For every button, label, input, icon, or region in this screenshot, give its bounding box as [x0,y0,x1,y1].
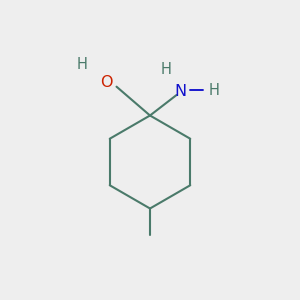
Text: N: N [174,84,186,99]
Text: H: H [77,57,88,72]
Text: O: O [100,74,112,89]
Text: H: H [161,61,172,76]
Text: H: H [208,83,219,98]
